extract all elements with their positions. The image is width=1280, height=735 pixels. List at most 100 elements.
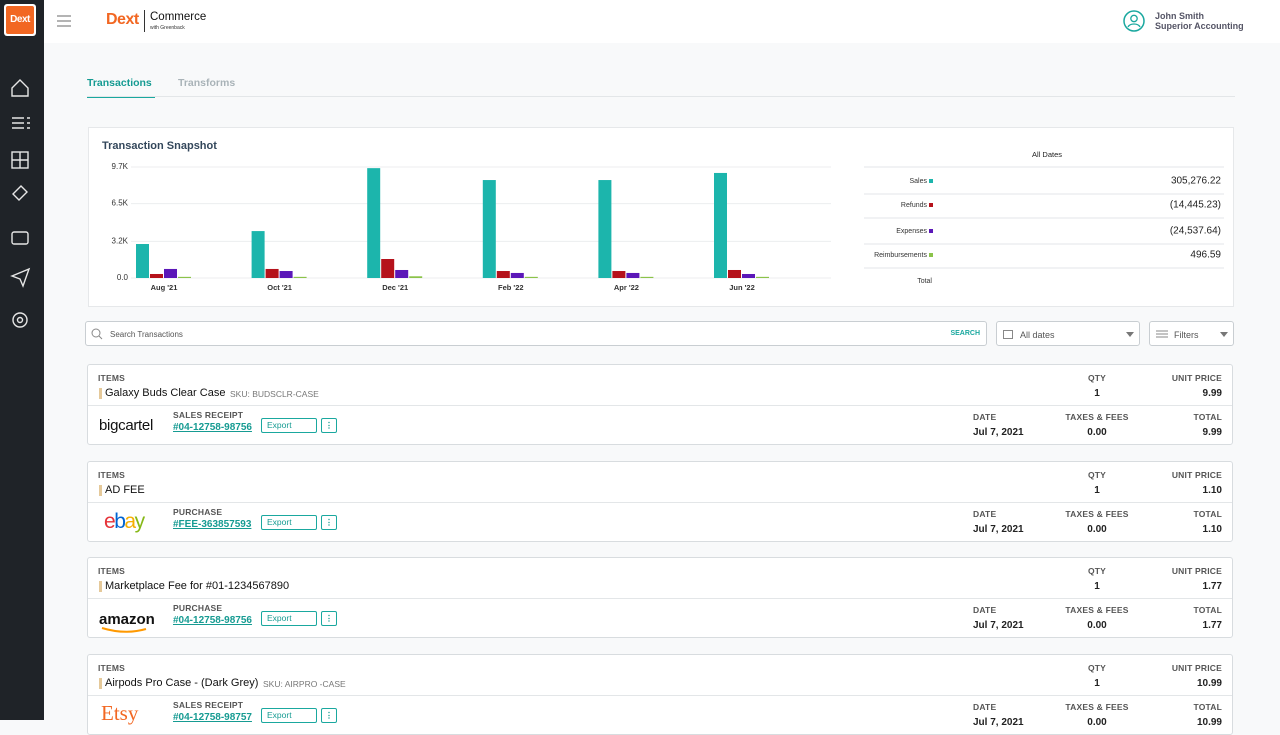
x-tick-label: Apr '22 <box>614 283 639 292</box>
export-label: Export <box>267 420 292 430</box>
wallet-icon[interactable] <box>11 231 29 245</box>
taxes: 0.00 <box>1087 716 1107 728</box>
tag-icon[interactable] <box>12 185 28 201</box>
export-label: Export <box>267 709 292 720</box>
item-sku: SKU: BUDSCLR-CASE <box>230 389 319 399</box>
transaction-card[interactable]: ITEMS Marketplace Fee for #01-1234567890 Q… <box>87 557 1233 638</box>
source-logo: ebay <box>104 509 145 534</box>
x-tick-label: Dec '21 <box>382 283 408 292</box>
more-button[interactable]: ⋮ <box>321 418 337 433</box>
bar <box>395 269 409 278</box>
export-button[interactable]: Export <box>261 514 317 530</box>
export-button[interactable]: Export <box>261 611 317 626</box>
send-icon[interactable] <box>10 267 31 288</box>
date-select[interactable]: All dates <box>996 321 1140 346</box>
bar <box>251 231 265 278</box>
product: Commerce <box>150 11 207 23</box>
search-box[interactable]: Search Transactions SEARCH <box>85 321 987 346</box>
summary-value: (14,445.23) <box>1170 200 1221 211</box>
unit-price: 1.10 <box>1202 484 1222 496</box>
logo-letter: b <box>114 509 126 533</box>
date-label: DATE <box>973 412 997 422</box>
receipt-kind: SALES RECEIPT <box>173 699 244 710</box>
taxes: 0.00 <box>1087 523 1107 535</box>
receipt-ref[interactable]: #04-12758-98756 <box>173 615 252 626</box>
items-label: ITEMS <box>98 566 125 576</box>
export-button[interactable]: Export <box>261 418 317 433</box>
date-label: DATE <box>973 605 997 615</box>
top-bar: Dext Commerce with Greenback John Smith … <box>44 0 1280 43</box>
tab[interactable]: Transforms <box>178 77 236 89</box>
source-logo: bigcartel <box>99 417 153 434</box>
more-button[interactable]: ⋮ <box>321 514 337 530</box>
legend-label: Sales <box>909 178 927 185</box>
search-button[interactable]: SEARCH <box>950 330 980 337</box>
receipt-ref[interactable]: #04-12758-98757 <box>173 711 252 723</box>
separator <box>88 405 1232 406</box>
bar <box>409 276 423 278</box>
x-tick-label: Aug '21 <box>151 283 178 292</box>
receipt-ref[interactable]: #FEE-363857593 <box>173 518 252 530</box>
filters-select[interactable]: Filters <box>1149 321 1234 346</box>
logo-tile[interactable]: Dext <box>4 4 36 36</box>
legend-swatch <box>929 229 933 233</box>
avatar[interactable] <box>1123 10 1145 32</box>
item-name: Airpods Pro Case - (Dark Grey) <box>105 676 259 689</box>
bar <box>626 272 640 278</box>
list-icon[interactable] <box>12 117 30 129</box>
transaction-card[interactable]: ITEMS AD FEE QTY 1 UNIT PRICE 1.10 ebay PURCHAS… <box>87 460 1233 542</box>
tab-active[interactable]: Transactions <box>87 77 155 98</box>
date: Jul 7, 2021 <box>973 716 1024 728</box>
summary-value: 305,276.22 <box>1171 176 1221 187</box>
qty-label: QTY <box>1087 469 1107 480</box>
qty: 1 <box>1094 677 1100 689</box>
bar <box>496 271 510 278</box>
logo-smile <box>101 627 147 633</box>
total-label: Total <box>917 278 932 285</box>
more-button[interactable]: ⋮ <box>321 707 337 723</box>
total-label: TOTAL <box>1193 508 1222 519</box>
summary-value: (24,537.64) <box>1170 226 1221 237</box>
legend-swatch <box>929 253 933 257</box>
receipt-kind: PURCHASE <box>173 506 223 517</box>
chart: Transaction Snapshot All Dates 0.0 3.2K 6.… <box>102 140 1224 292</box>
search-placeholder: Search Transactions <box>110 330 183 339</box>
logo-letter: e <box>104 509 116 533</box>
user-company: Superior Accounting <box>1155 21 1244 31</box>
bar <box>164 268 177 278</box>
transaction-card[interactable]: ITEMS Airpods Pro Case - (Dark Grey) SKU: … <box>87 653 1233 735</box>
unit-price-label: UNIT PRICE <box>1171 566 1222 576</box>
summary-heading: All Dates <box>1032 150 1062 159</box>
sidebar: Dext <box>0 0 44 720</box>
qty: 1 <box>1094 484 1100 496</box>
date-label: DATE <box>973 508 997 519</box>
more-button[interactable]: ⋮ <box>321 611 337 626</box>
legend-label: Refunds <box>901 202 928 209</box>
home-icon[interactable] <box>11 79 29 97</box>
product-sub: with Greenback <box>150 25 185 31</box>
separator <box>88 598 1232 599</box>
taxes-label: TAXES & FEES <box>1065 508 1129 519</box>
settings-icon[interactable] <box>12 312 28 328</box>
taxes: 0.00 <box>1087 427 1107 438</box>
legend-swatch <box>929 179 933 183</box>
brand: Dext <box>106 11 139 28</box>
bar <box>265 268 279 278</box>
bar <box>293 276 307 278</box>
bar <box>714 172 727 278</box>
transaction-card[interactable]: ITEMS Galaxy Buds Clear Case SKU: BUDSCLR-… <box>87 364 1233 445</box>
menu-icon[interactable] <box>56 14 72 28</box>
receipt-ref[interactable]: #04-12758-98756 <box>173 422 252 433</box>
items-label: ITEMS <box>98 373 125 383</box>
user-name: John Smith <box>1155 11 1204 21</box>
export-button[interactable]: Export <box>261 707 317 723</box>
filters-label: Filters <box>1174 330 1199 340</box>
bar <box>756 276 769 278</box>
unit-price-label: UNIT PRICE <box>1171 373 1222 383</box>
qty-label: QTY <box>1087 566 1107 576</box>
date: Jul 7, 2021 <box>973 620 1024 631</box>
tab-rule <box>87 96 1235 97</box>
bar <box>279 271 293 278</box>
y-tick-label: 0.0 <box>117 273 129 282</box>
date-label: DATE <box>973 701 997 712</box>
